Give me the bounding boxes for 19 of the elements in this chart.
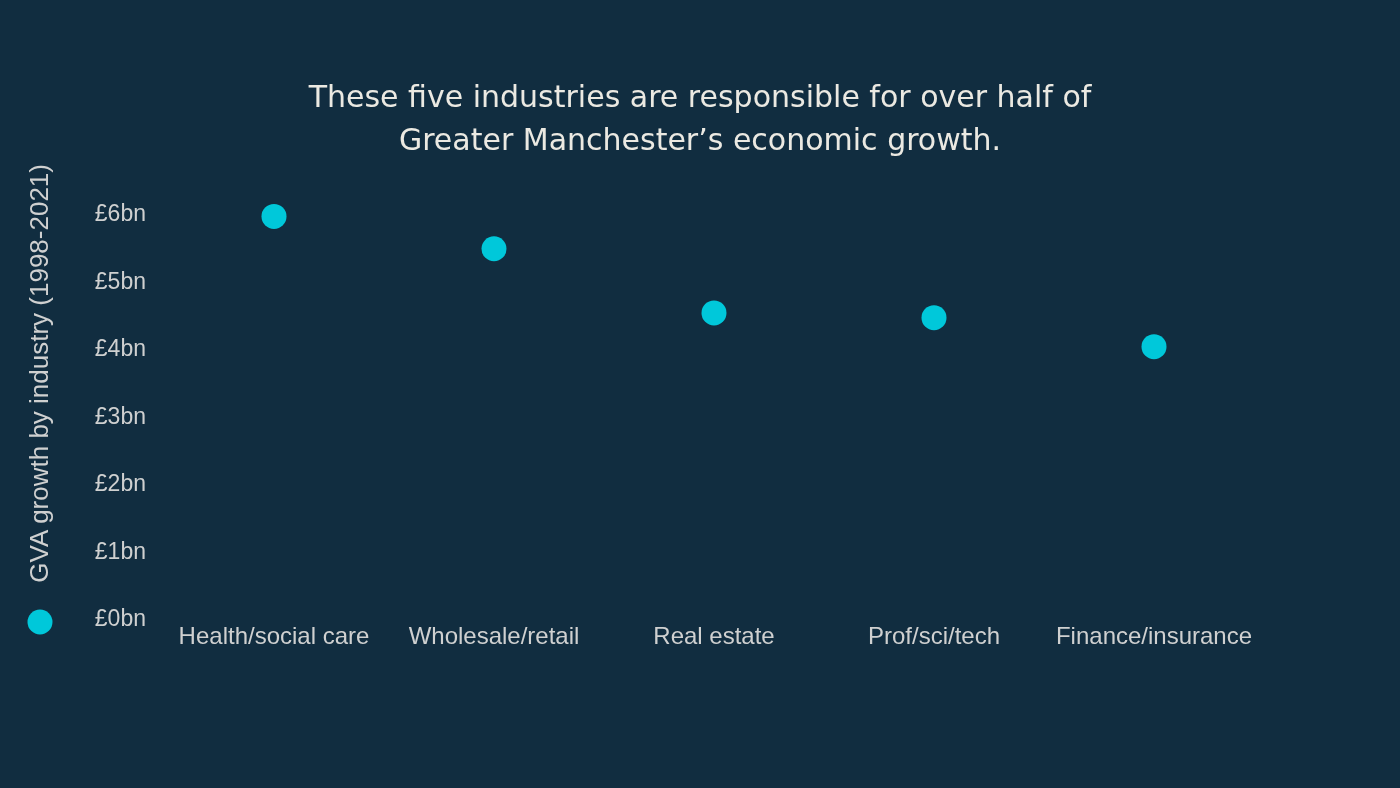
x-tick-label: Prof/sci/tech bbox=[867, 622, 1001, 650]
y-tick-label: £2bn bbox=[94, 470, 146, 497]
y-tick-label: £3bn bbox=[94, 402, 146, 429]
point bbox=[481, 236, 507, 262]
y-tick-label: £5bn bbox=[94, 267, 146, 294]
x-tick-label: Wholesale/retail bbox=[408, 622, 580, 650]
text: GVA growth by industry (1998-2021) bbox=[24, 164, 55, 583]
y-tick-label: £4bn bbox=[94, 335, 146, 362]
point bbox=[261, 203, 287, 229]
point bbox=[921, 305, 947, 331]
y-tick-label: £6bn bbox=[94, 200, 146, 227]
point bbox=[701, 300, 727, 326]
x-tick-label: Real estate bbox=[653, 622, 775, 650]
x-tick-label: Health/social care bbox=[178, 622, 370, 650]
point bbox=[1141, 334, 1167, 360]
y-tick-label: £1bn bbox=[94, 537, 146, 564]
x-tick-label: Finance/insurance bbox=[1055, 622, 1253, 650]
chart-title: These five industries are responsible for over half of Greater Manchester’s economic growth. bbox=[307, 78, 1093, 159]
y-tick-label: £0bn bbox=[94, 605, 146, 632]
